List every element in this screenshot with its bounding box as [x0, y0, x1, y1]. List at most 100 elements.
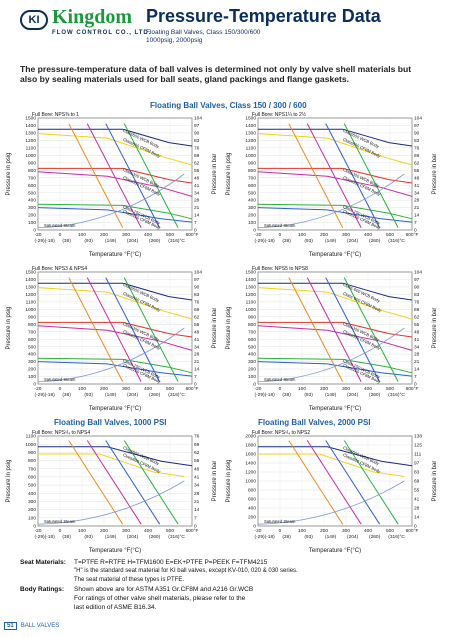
- y-tick-label: 1400: [245, 277, 256, 283]
- seat-curve: [86, 277, 142, 382]
- x-tick-label: 500: [386, 386, 394, 392]
- bar-tick-label: 104: [194, 116, 202, 122]
- y-tick-label: 200: [248, 515, 256, 521]
- bar-tick-label: 104: [414, 270, 422, 276]
- x-tick-label-celsius: (149): [105, 238, 117, 244]
- y-tick-label: 400: [28, 491, 36, 497]
- bar-tick-label: 90: [414, 285, 420, 291]
- bar-tick-label: 34: [194, 344, 200, 350]
- y-axis-label: Pressure in psig: [226, 152, 232, 195]
- seat-curve: [86, 123, 142, 228]
- x-tick-label-celsius: (93): [84, 392, 93, 398]
- saturated-steam-curve: [37, 173, 185, 229]
- y-tick-label: 800: [248, 322, 256, 328]
- x-tick-label: 200: [100, 386, 108, 392]
- y-tick-label: 1100: [26, 434, 37, 440]
- x-tick-label-celsius: (38): [282, 534, 291, 540]
- x-tick-label-celsius: (93): [304, 534, 313, 540]
- x-tick-label-celsius: (-29)(-18): [34, 238, 55, 244]
- bar-tick-label: 48: [414, 175, 420, 181]
- y-tick-label: 1000: [245, 153, 256, 159]
- x-tick-label: 0: [59, 386, 62, 392]
- y-axis-label: Pressure in psig: [6, 459, 12, 502]
- bar-tick-label: 14: [414, 367, 420, 373]
- x-tick-label: 0: [59, 232, 62, 238]
- bar-tick-label: 28: [194, 491, 200, 497]
- y-tick-label: 900: [28, 314, 36, 320]
- rating-curve: [38, 321, 193, 338]
- bar-tick-label: 41: [414, 497, 420, 503]
- body-ratings-line-2: For ratings of other valve shell materia…: [74, 595, 246, 602]
- y-tick-label: 200: [28, 367, 36, 373]
- y-tick-label: 1200: [245, 470, 256, 476]
- bar-tick-label: 34: [414, 190, 420, 196]
- y-tick-label: 0: [33, 524, 36, 530]
- y-tick-label: 300: [28, 499, 36, 505]
- seat-curve: [86, 440, 142, 525]
- seat-curve: [343, 123, 399, 228]
- bar-tick-label: 34: [194, 190, 200, 196]
- fullbore-label: Full Bore: NPS5 to NPS8: [252, 266, 308, 272]
- x-tick-label-celsius: (316)°C: [388, 392, 405, 398]
- bar-tick-label: 125: [414, 443, 422, 449]
- bar-tick-label: 41: [194, 337, 200, 343]
- y-tick-label: 300: [248, 205, 256, 211]
- x-axis-label: Temperature °F(°C): [309, 548, 361, 554]
- chart-2000psi: Full Bore: NPS¹/₄ to NPS2 2000 138 1800 125 1…: [224, 426, 440, 554]
- bar-tick-label: 97: [194, 277, 200, 283]
- seat-materials-note-2: The seat material of these types is PTFE…: [74, 577, 185, 583]
- x-tick-label-celsius: (204): [347, 238, 359, 244]
- x-tick-label-celsius: (-29)(-18): [254, 238, 275, 244]
- rating-curve: [38, 128, 193, 147]
- brand-name: Kingdom: [52, 6, 133, 28]
- saturated-steam-curve: [257, 173, 405, 229]
- saturated-steam-label: Saturated Steam: [44, 223, 76, 228]
- saturated-steam-curve: [37, 327, 185, 383]
- x-tick-label: 100: [298, 386, 306, 392]
- x-tick-label: 100: [78, 528, 86, 534]
- bar-tick-label: 55: [414, 168, 420, 174]
- y-tick-label: 900: [28, 160, 36, 166]
- y-tick-label: 1200: [245, 138, 256, 144]
- y-tick-label: 600: [248, 497, 256, 503]
- bar-tick-label: 0: [194, 228, 197, 234]
- x-tick-label-celsius: (93): [84, 238, 93, 244]
- y-tick-label: 500: [248, 190, 256, 196]
- x-tick-label: 500: [386, 528, 394, 534]
- y-tick-label: 800: [248, 488, 256, 494]
- seat-curve: [343, 277, 399, 382]
- page-header: KI Kingdom FLOW CONTROL CO., LTD. Pressu…: [0, 0, 450, 56]
- x-tick-label-celsius: (316)°C: [388, 534, 405, 540]
- bar-tick-label: 55: [194, 322, 200, 328]
- x-tick-label-celsius: (316)°C: [168, 238, 185, 244]
- bar-tick-label: 0: [194, 382, 197, 388]
- y-tick-label: 200: [28, 213, 36, 219]
- x-tick-label: 300: [122, 232, 130, 238]
- y-tick-label: 1500: [25, 116, 36, 122]
- bar-tick-label: 48: [194, 466, 200, 472]
- y-axis-label: Pressure in psig: [226, 459, 232, 502]
- y-tick-label: 1100: [246, 145, 257, 151]
- rating-curve: [37, 133, 193, 166]
- x-tick-label: -20: [35, 232, 42, 238]
- x-tick-label: 400: [144, 386, 152, 392]
- x-tick-label: 600°F: [186, 528, 199, 534]
- page-title: Pressure-Temperature Data: [146, 6, 381, 26]
- bar-tick-label: 62: [194, 450, 200, 456]
- y-tick-label: 100: [248, 374, 256, 380]
- y-axis-label: Pressure in psig: [226, 306, 232, 349]
- rating-curve: [37, 287, 193, 320]
- bar-tick-label: 62: [194, 314, 200, 320]
- seat-curve: [325, 123, 381, 228]
- x-tick-label: 500: [166, 386, 174, 392]
- chart-nps-1-1-4-to-2-1-2: Full Bore: NPS1¼ to 2½ 1500 104 1400 97 1300 9…: [224, 108, 440, 258]
- y-tick-label: 0: [253, 382, 256, 388]
- y-tick-label: 0: [33, 228, 36, 234]
- bar-tick-label: 55: [414, 488, 420, 494]
- bar-tick-label: 76: [194, 145, 200, 151]
- x-tick-label: 0: [279, 232, 282, 238]
